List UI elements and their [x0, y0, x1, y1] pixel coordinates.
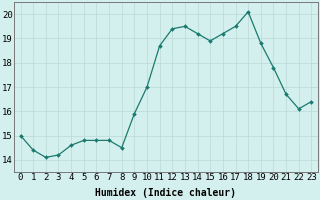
X-axis label: Humidex (Indice chaleur): Humidex (Indice chaleur) [95, 188, 236, 198]
